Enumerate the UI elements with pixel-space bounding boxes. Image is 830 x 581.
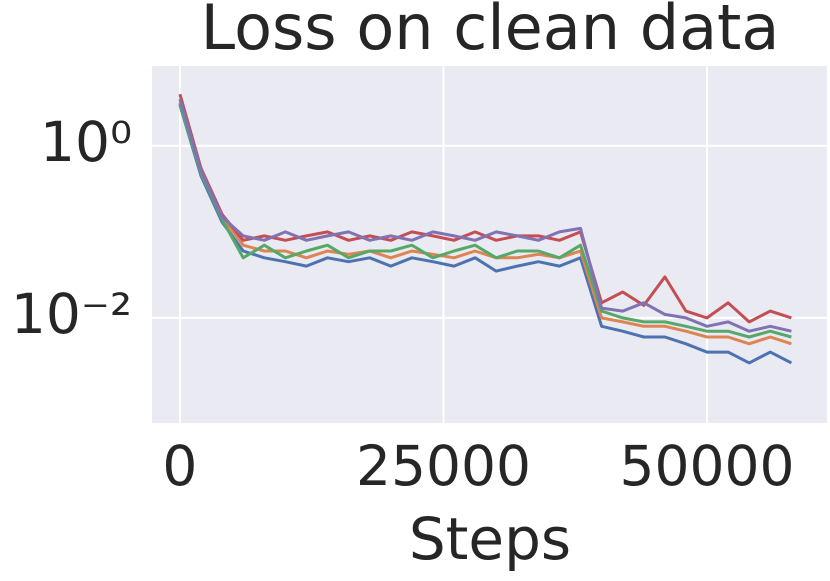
y-tick-label: 10⁰ — [40, 110, 132, 174]
line — [178, 98, 792, 333]
x-tick-label: 50000 — [620, 434, 795, 498]
y-tick-label: 10⁻² — [11, 282, 132, 346]
plot-area — [152, 66, 827, 423]
x-axis-label: Steps — [409, 505, 571, 573]
line — [178, 102, 792, 346]
line — [178, 103, 792, 339]
chart-title: Loss on clean data — [201, 0, 780, 64]
x-tick-label: 0 — [162, 434, 197, 498]
x-tick-label: 25000 — [356, 434, 531, 498]
line — [178, 104, 793, 365]
